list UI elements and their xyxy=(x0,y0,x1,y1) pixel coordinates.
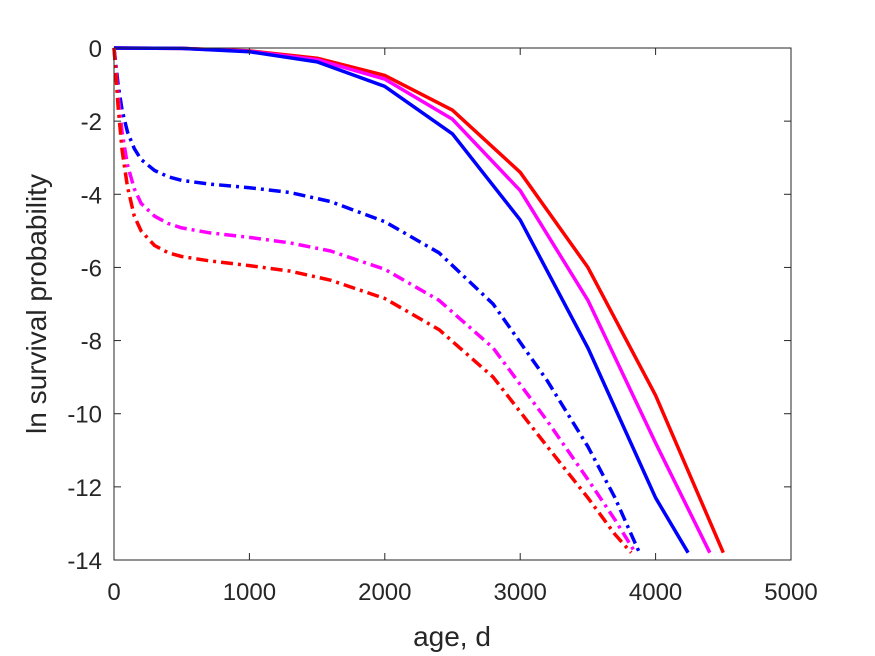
series-line-5 xyxy=(112,47,633,554)
x-tick-label: 1000 xyxy=(223,579,276,606)
y-tick-label: -4 xyxy=(81,182,102,209)
y-tick-label: -14 xyxy=(67,548,102,575)
series-line-3 xyxy=(112,47,641,554)
axes-box xyxy=(113,47,792,561)
x-axis-ticks: 0 1000 2000 3000 4000 5000 xyxy=(107,48,818,606)
y-axis-label: ln survival probability xyxy=(21,174,52,434)
y-tick-label: -10 xyxy=(67,402,102,429)
x-tick-label: 4000 xyxy=(629,579,682,606)
y-tick-label: -8 xyxy=(81,329,102,356)
series-line-2 xyxy=(113,46,690,554)
x-axis-label: age, d xyxy=(413,621,491,652)
x-tick-label: 3000 xyxy=(494,579,547,606)
x-tick-label: 5000 xyxy=(764,579,817,606)
y-tick-label: -6 xyxy=(81,255,102,282)
series-line-0 xyxy=(113,46,725,554)
x-tick-label: 2000 xyxy=(358,579,411,606)
series-line-4 xyxy=(112,47,637,554)
series-line-1 xyxy=(113,46,712,554)
y-tick-label: -2 xyxy=(81,109,102,136)
y-axis-ticks: 0 -2 -4 -6 -8 -10 -12 -14 xyxy=(67,36,791,575)
plot-area xyxy=(112,46,725,554)
y-tick-label: 0 xyxy=(89,36,102,63)
x-tick-label: 0 xyxy=(107,579,120,606)
y-tick-label: -12 xyxy=(67,475,102,502)
